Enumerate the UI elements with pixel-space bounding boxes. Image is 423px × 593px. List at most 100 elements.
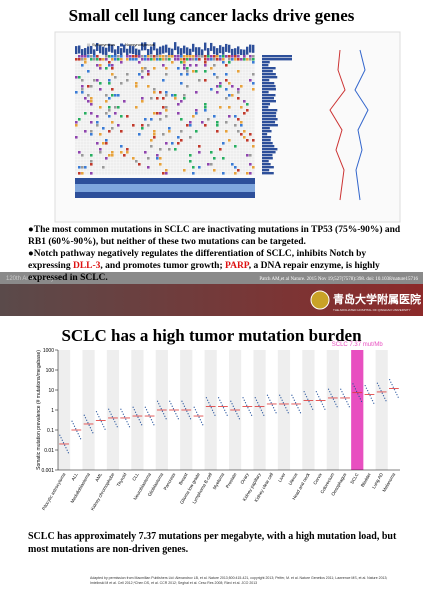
heat-cell [96, 151, 99, 154]
heat-cell [180, 169, 183, 172]
heat-cell [177, 148, 180, 151]
heat-cell [153, 139, 156, 142]
heat-cell [87, 67, 90, 70]
heat-cell [195, 79, 198, 82]
heat-cell [198, 130, 201, 133]
heat-cell [150, 88, 153, 91]
heat-cell [105, 91, 108, 94]
heat-cell [192, 88, 195, 91]
sample-dot [169, 400, 171, 402]
heat-cell [150, 157, 153, 160]
heat-cell [192, 121, 195, 124]
heat-cell [225, 154, 228, 157]
heat-cell [99, 154, 102, 157]
heat-cell [219, 94, 222, 97]
heat-cell [132, 76, 135, 79]
heat-cell [111, 169, 114, 172]
heat-cell [162, 103, 165, 106]
heat-cell [153, 82, 156, 85]
heat-cell [243, 139, 246, 142]
sample-dot [259, 407, 261, 409]
heat-cell [225, 148, 228, 151]
heat-cell [183, 145, 186, 148]
heat-cell [171, 91, 174, 94]
heat-cell [219, 151, 222, 154]
heat-cell [228, 154, 231, 157]
heat-cell [228, 109, 231, 112]
heat-cell [231, 109, 234, 112]
heat-cell [168, 139, 171, 142]
heat-cell [126, 55, 129, 58]
heat-cell [90, 133, 93, 136]
heat-cell [120, 166, 123, 169]
heat-cell [171, 166, 174, 169]
stripe [253, 350, 266, 470]
heat-cell [180, 151, 183, 154]
heat-cell [177, 169, 180, 172]
heat-cell [183, 73, 186, 76]
heat-cell [105, 148, 108, 151]
heat-cell [225, 61, 228, 64]
sample-dot [128, 426, 131, 428]
heat-cell [231, 88, 234, 91]
heat-cell [198, 73, 201, 76]
heat-cell [252, 55, 255, 58]
heat-cell [183, 70, 186, 73]
heat-cell [75, 73, 78, 76]
heat-cell [168, 67, 171, 70]
heat-cell [204, 172, 207, 175]
heat-cell [102, 67, 105, 70]
freq-bar [262, 151, 276, 154]
heat-cell [222, 154, 225, 157]
heat-cell [93, 136, 96, 139]
stripe [204, 350, 217, 470]
heat-cell [213, 82, 216, 85]
heat-cell [108, 85, 111, 88]
heat-cell [87, 169, 90, 172]
heat-cell [147, 88, 150, 91]
heat-cell [174, 124, 177, 127]
freq-bar [262, 112, 277, 115]
heat-cell [168, 58, 171, 61]
heat-cell [126, 79, 129, 82]
heat-cell [171, 76, 174, 79]
heat-cell [240, 79, 243, 82]
heat-cell [168, 112, 171, 115]
heat-cell [99, 145, 102, 148]
mutation-burden-bar [78, 45, 81, 54]
sample-dot [371, 400, 374, 402]
heat-cell [159, 163, 162, 166]
heat-cell [189, 100, 192, 103]
heat-cell [144, 169, 147, 172]
heat-cell [141, 97, 144, 100]
heat-cell [228, 148, 231, 151]
heat-cell [129, 61, 132, 64]
heat-cell [138, 127, 141, 130]
heat-cell [84, 103, 87, 106]
heat-cell [141, 118, 144, 121]
heat-cell [135, 115, 138, 118]
heat-cell [165, 154, 168, 157]
heat-cell [135, 145, 138, 148]
heat-cell [156, 139, 159, 142]
heat-cell [213, 76, 216, 79]
heat-cell [252, 151, 255, 154]
heat-cell [105, 100, 108, 103]
heat-cell [222, 79, 225, 82]
heat-cell [177, 127, 180, 130]
sample-dot [354, 388, 357, 390]
heat-cell [204, 94, 207, 97]
heat-cell [159, 127, 162, 130]
heat-cell [225, 79, 228, 82]
heat-cell [78, 139, 81, 142]
heat-cell [210, 133, 213, 136]
y-tick-label: 0.01 [44, 448, 54, 454]
heat-cell [201, 145, 204, 148]
heat-cell [174, 154, 177, 157]
sample-dot [133, 409, 135, 411]
heat-cell [213, 85, 216, 88]
heat-cell [237, 154, 240, 157]
heat-cell [162, 73, 165, 76]
heat-cell [138, 157, 141, 160]
heat-cell [81, 97, 84, 100]
